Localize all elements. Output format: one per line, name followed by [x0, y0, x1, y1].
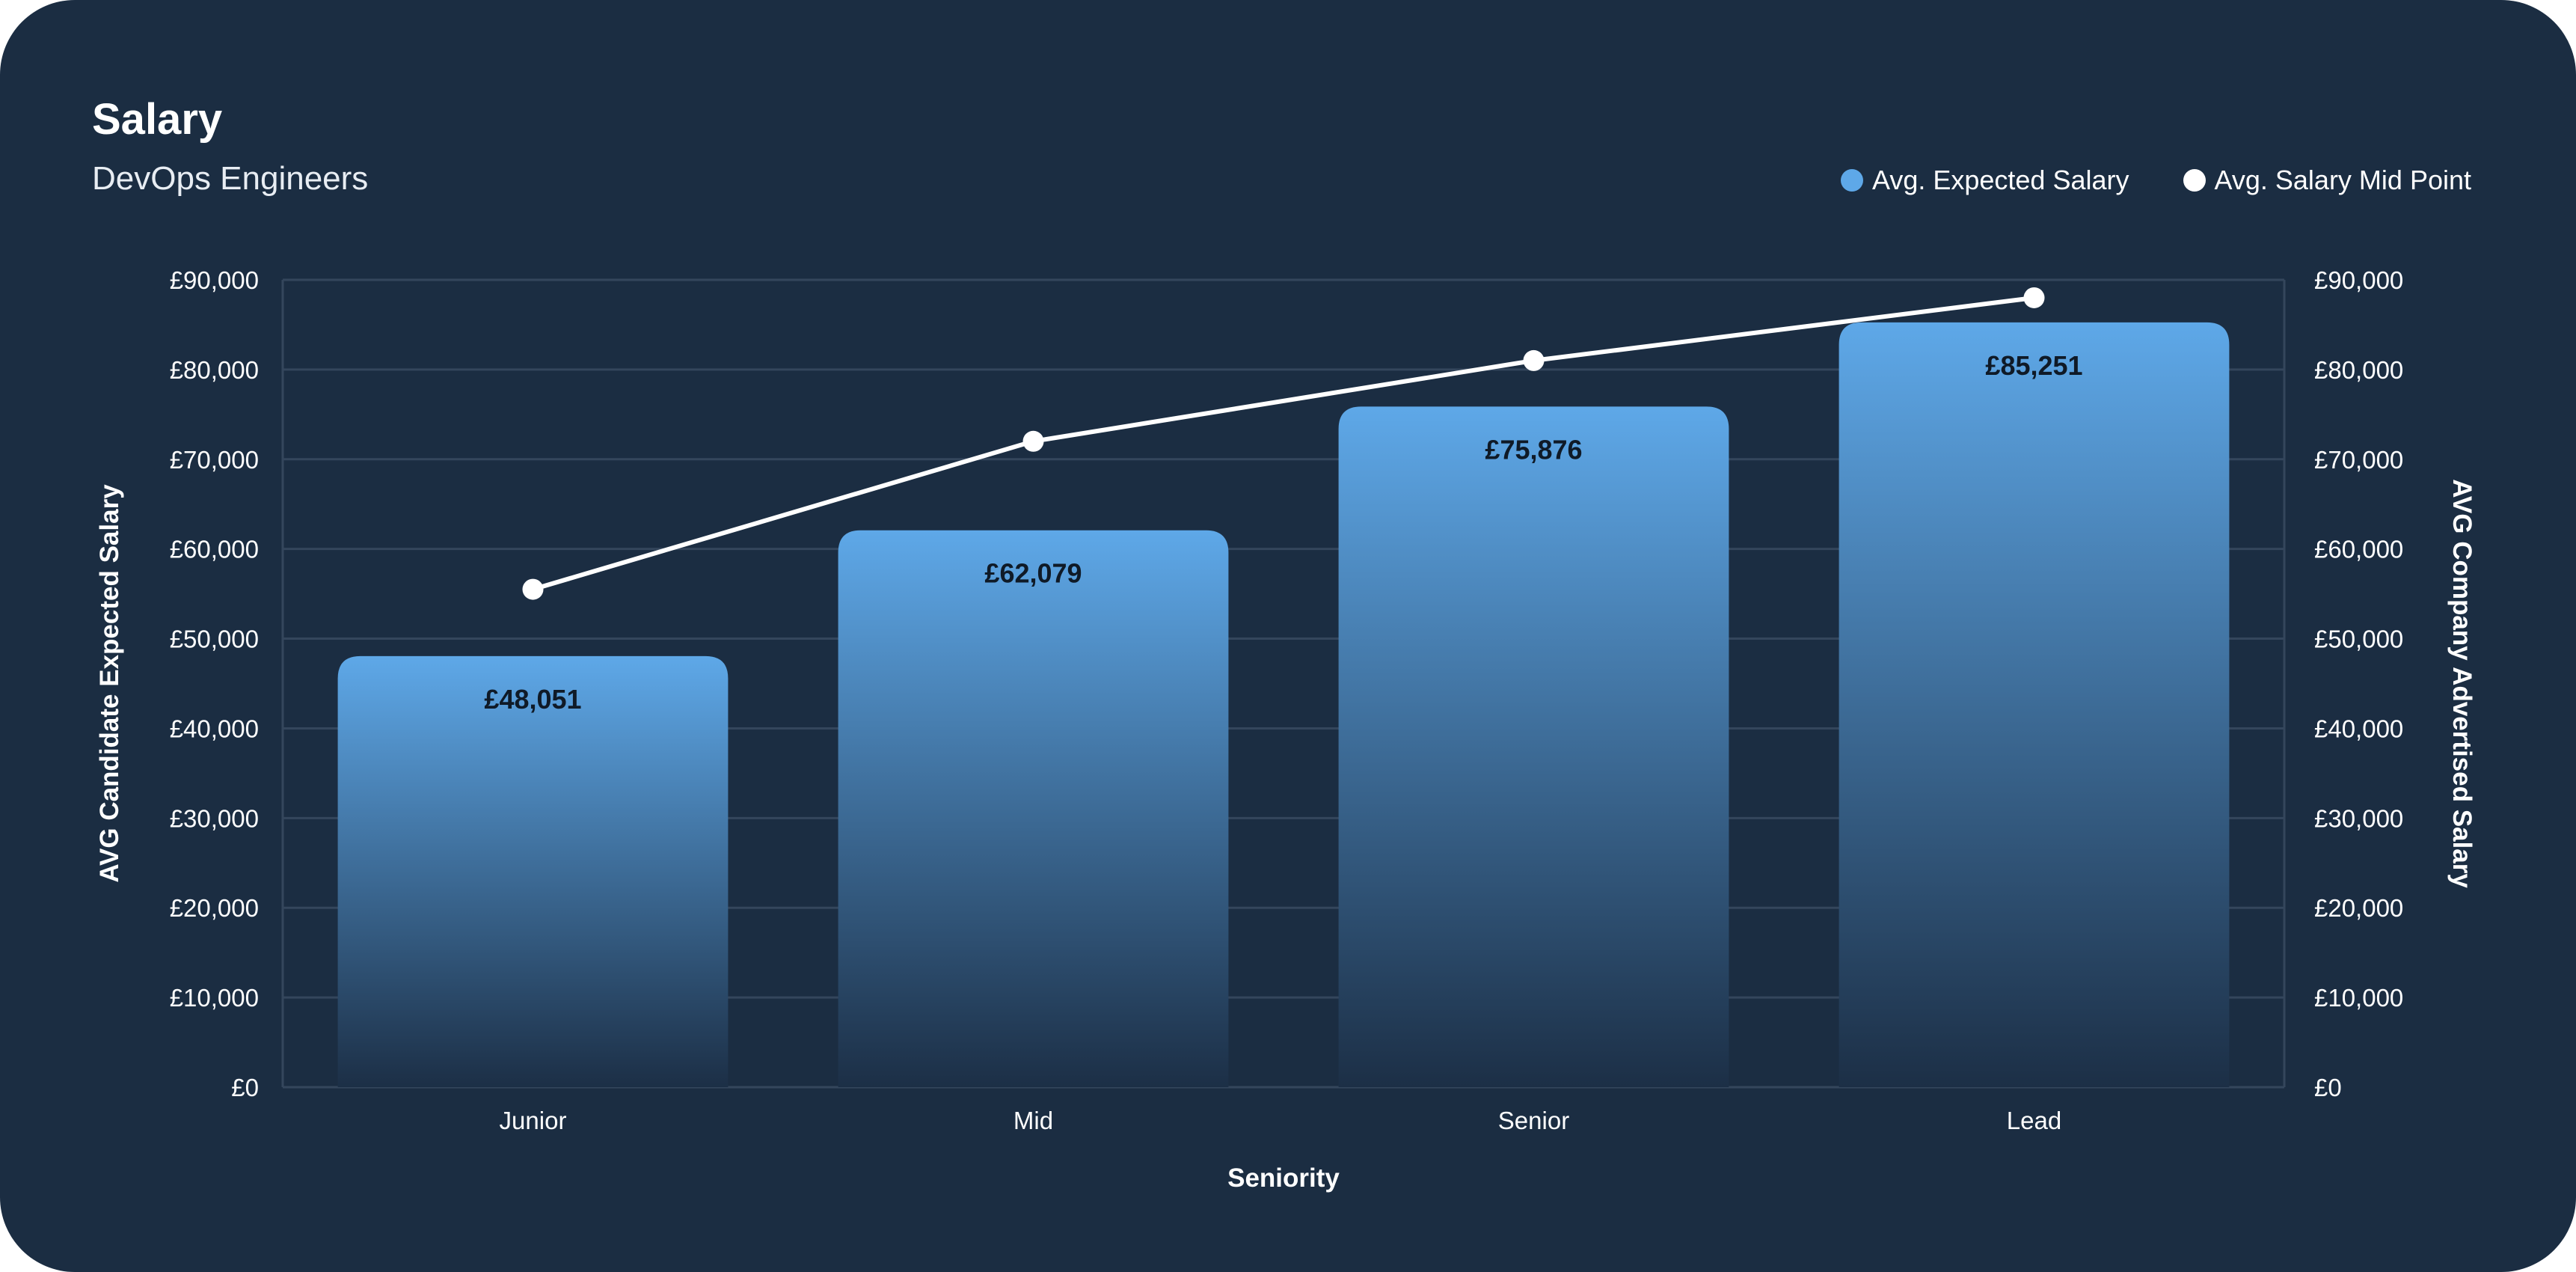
line-point [522, 578, 544, 600]
bar-value-label: £48,051 [484, 684, 581, 715]
y-tick-label-right: £20,000 [2314, 894, 2403, 922]
x-tick-label: Lead [2007, 1107, 2061, 1134]
y-axis-title-left: AVG Candidate Expected Salary [95, 484, 124, 883]
x-axis-title: Seniority [1227, 1164, 1340, 1193]
bar [337, 655, 729, 1087]
chart-subtitle: DevOps Engineers [92, 160, 369, 197]
y-tick-label-left: £10,000 [170, 984, 259, 1012]
bar [1338, 406, 1729, 1087]
legend-item-mid-point[interactable]: Avg. Salary Mid Point [2183, 165, 2472, 196]
y-tick-label-left: £90,000 [170, 266, 259, 294]
labels: £0 £0 £10,000 £10,000 £20,000 £20,000 £30,000 £… [95, 266, 2477, 1193]
bar-value-label: £62,079 [984, 558, 1082, 589]
legend-item-expected-salary[interactable]: Avg. Expected Salary [1840, 165, 2129, 196]
y-tick-label-right: £40,000 [2314, 715, 2403, 742]
bar-value-label: £75,876 [1485, 434, 1582, 465]
y-tick-label-right: £90,000 [2314, 266, 2403, 294]
y-tick-label-left: £20,000 [170, 894, 259, 922]
bar [838, 530, 1229, 1087]
y-tick-label-left: £0 [231, 1074, 259, 1101]
mid-point-line [522, 287, 2045, 600]
y-tick-label-right: £10,000 [2314, 984, 2403, 1012]
legend-dot-white [2183, 169, 2206, 192]
y-tick-label-right: £50,000 [2314, 626, 2403, 653]
y-tick-label-right: £0 [2314, 1074, 2342, 1101]
x-tick-label: Mid [1013, 1107, 1053, 1134]
y-tick-label-left: £40,000 [170, 715, 259, 742]
series-line [532, 296, 2034, 592]
y-tick-label-right: £30,000 [2314, 804, 2403, 832]
legend: Avg. Expected Salary Avg. Salary Mid Poi… [1787, 165, 2471, 196]
legend-label-expected-salary: Avg. Expected Salary [1871, 165, 2129, 195]
y-tick-label-left: £50,000 [170, 626, 259, 653]
y-tick-label-right: £60,000 [2314, 536, 2403, 563]
x-tick-label: Senior [1498, 1107, 1569, 1134]
bars [337, 322, 2230, 1087]
y-tick-label-left: £70,000 [170, 446, 259, 474]
chart-title: Salary [92, 95, 223, 144]
line-point [1523, 349, 1545, 371]
bar [1839, 322, 2230, 1087]
bar-value-label: £85,251 [1985, 350, 2082, 381]
y-tick-label-right: £70,000 [2314, 446, 2403, 474]
legend-label-mid-point: Avg. Salary Mid Point [2214, 165, 2472, 195]
y-tick-label-left: £30,000 [170, 804, 259, 832]
legend-dot-blue [1840, 169, 1863, 192]
y-tick-label-left: £80,000 [170, 356, 259, 384]
x-tick-label: Junior [500, 1107, 567, 1134]
y-tick-label-left: £60,000 [170, 536, 259, 563]
y-axis-title-right: AVG Company Advertised Salary [2447, 479, 2477, 888]
line-point [1022, 430, 1044, 452]
line-point [2023, 287, 2045, 308]
y-tick-label-right: £80,000 [2314, 356, 2403, 384]
